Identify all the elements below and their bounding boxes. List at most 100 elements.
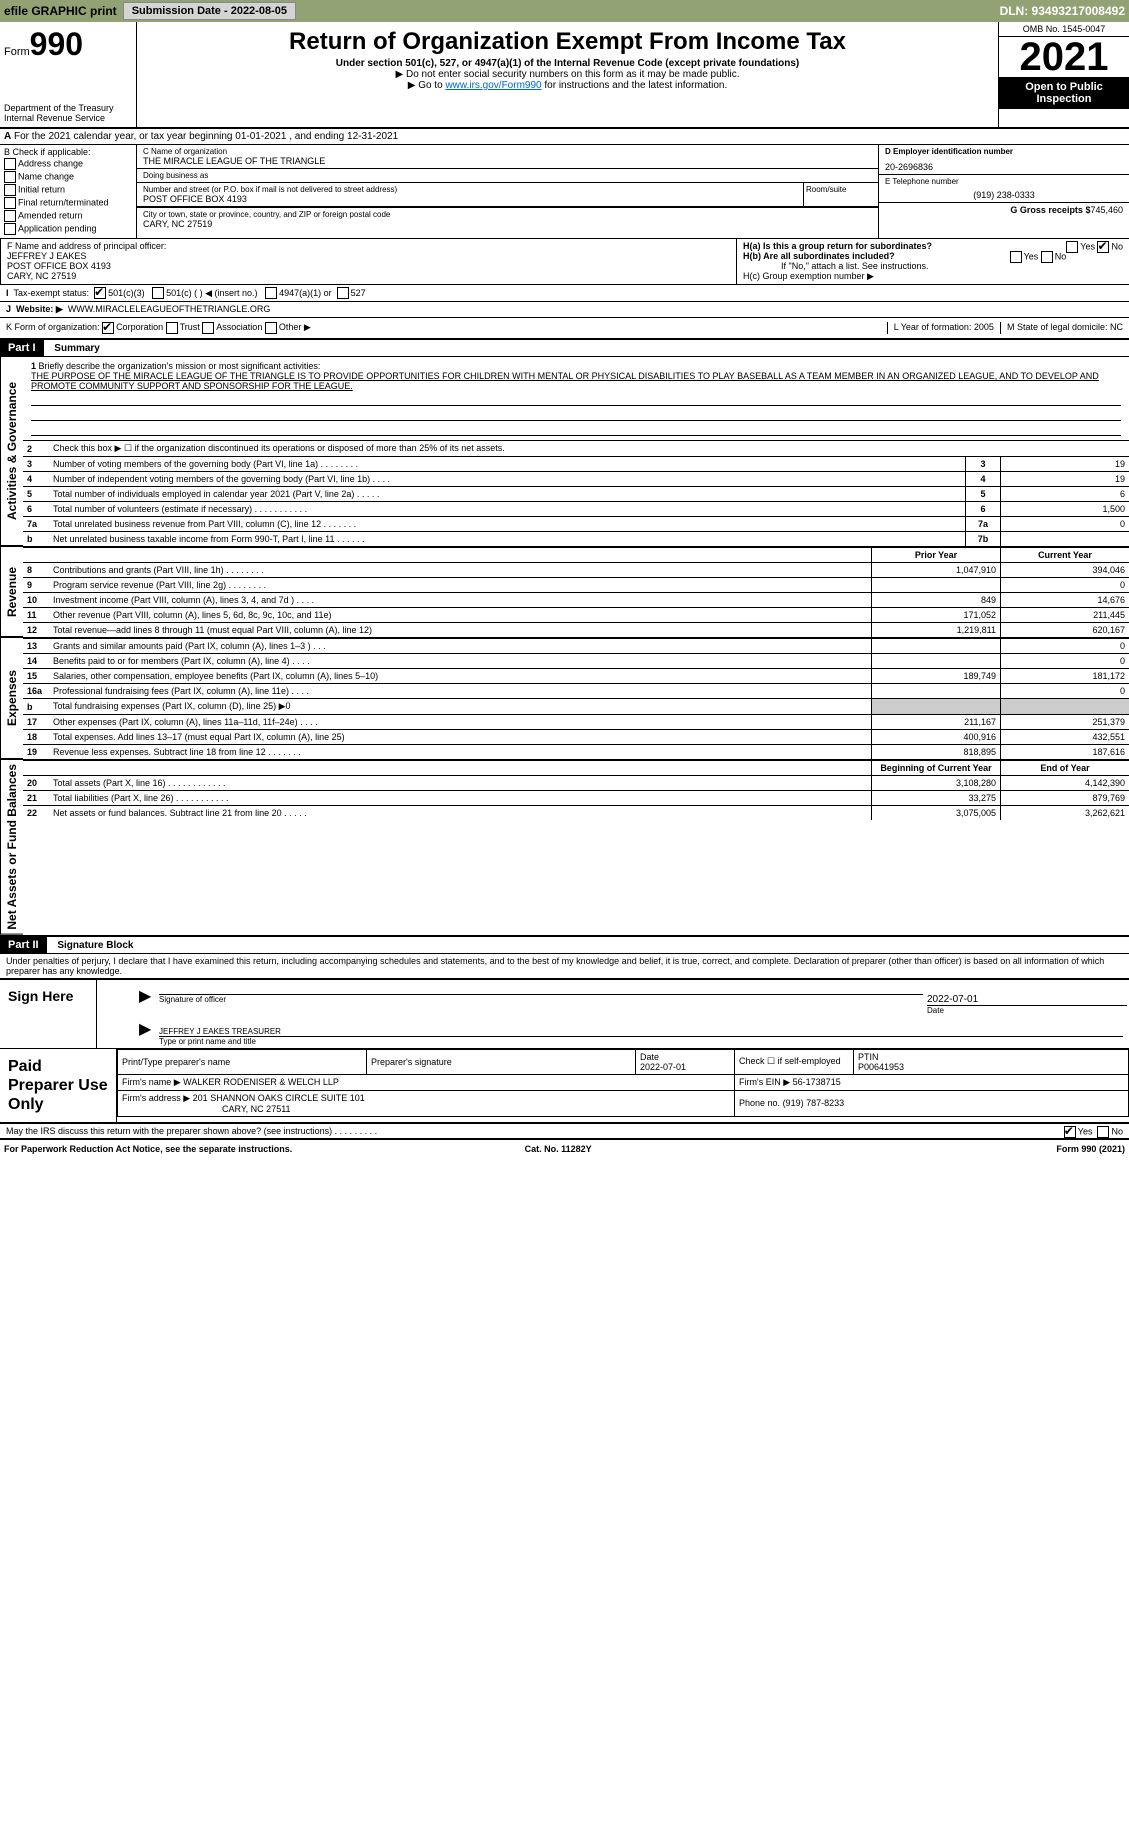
table-row: 19Revenue less expenses. Subtract line 1… (23, 745, 1129, 760)
gov-table: 2Check this box ▶ ☐ if the organization … (23, 440, 1129, 546)
form-number: Form990 (4, 26, 132, 63)
cb-discuss-yes[interactable] (1064, 1126, 1076, 1138)
table-row: 22Net assets or fund balances. Subtract … (23, 806, 1129, 821)
cb-assoc[interactable] (202, 322, 214, 334)
firm-ein: Firm's EIN ▶ 56-1738715 (735, 1074, 1129, 1090)
table-row: 10Investment income (Part VIII, column (… (23, 593, 1129, 608)
org-name: THE MIRACLE LEAGUE OF THE TRIANGLE (143, 156, 872, 166)
table-row: 7aTotal unrelated business revenue from … (23, 517, 1129, 532)
cb-name-change[interactable]: Name change (4, 171, 132, 183)
net-table: Beginning of Current YearEnd of Year 20T… (23, 760, 1129, 820)
table-row: 16aProfessional fundraising fees (Part I… (23, 684, 1129, 699)
form-note1: ▶ Do not enter social security numbers o… (141, 69, 994, 80)
sidebar-netassets: Net Assets or Fund Balances (0, 760, 23, 935)
submission-date-button[interactable]: Submission Date - 2022-08-05 (123, 2, 296, 20)
part-i-header: Part I Summary (0, 340, 1129, 357)
table-row: 12Total revenue—add lines 8 through 11 (… (23, 623, 1129, 638)
discuss-row: May the IRS discuss this return with the… (0, 1124, 1129, 1140)
table-row: 6Total number of volunteers (estimate if… (23, 502, 1129, 517)
form-note2: ▶ Go to www.irs.gov/Form990 for instruct… (141, 80, 994, 91)
cb-corp[interactable] (102, 322, 114, 334)
top-bar: efile GRAPHIC print Submission Date - 20… (0, 0, 1129, 22)
phone-block: E Telephone number (919) 238-0333 (879, 175, 1129, 203)
table-row: 2Check this box ▶ ☐ if the organization … (23, 441, 1129, 457)
cb-527[interactable] (337, 287, 349, 299)
signature-line[interactable]: ▶ (159, 994, 923, 995)
cb-final-return[interactable]: Final return/terminated (4, 197, 132, 209)
dept-label: Department of the Treasury (4, 103, 132, 113)
summary-activities: Activities & Governance 1 Briefly descri… (0, 357, 1129, 547)
table-row: 11Other revenue (Part VIII, column (A), … (23, 608, 1129, 623)
expense-table: 13Grants and similar amounts paid (Part … (23, 638, 1129, 759)
col-b-checkboxes: B Check if applicable: Address change Na… (0, 145, 137, 238)
cb-app-pending[interactable]: Application pending (4, 223, 132, 235)
table-row: 8Contributions and grants (Part VIII, li… (23, 563, 1129, 578)
dln-label: DLN: 93493217008492 (1000, 4, 1125, 18)
sidebar-activities: Activities & Governance (0, 357, 23, 546)
table-row: 13Grants and similar amounts paid (Part … (23, 639, 1129, 654)
summary-expenses: Expenses 13Grants and similar amounts pa… (0, 638, 1129, 760)
table-row: 14Benefits paid to or for members (Part … (23, 654, 1129, 669)
cb-amended[interactable]: Amended return (4, 210, 132, 222)
sign-here-block: Sign Here ▶ Signature of officer 2022-07… (0, 980, 1129, 1049)
paid-preparer-block: Paid Preparer Use Only Print/Type prepar… (0, 1049, 1129, 1125)
mission-block: 1 Briefly describe the organization's mi… (23, 357, 1129, 440)
prep-selfemp: Check ☐ if self-employed (735, 1049, 854, 1074)
website-row: J Website: ▶ WWW.MIRACLELEAGUEOFTHETRIAN… (0, 302, 1129, 318)
prep-ptin: PTINP00641953 (854, 1049, 1129, 1074)
irs-label: Internal Revenue Service (4, 113, 132, 123)
ein-block: D Employer identification number 20-2696… (879, 145, 1129, 175)
dba-block: Doing business as (137, 169, 878, 183)
officer-block: F Name and address of principal officer:… (0, 239, 1129, 285)
sidebar-revenue: Revenue (0, 547, 23, 637)
firm-name: Firm's name ▶ WALKER RODENISER & WELCH L… (118, 1074, 735, 1090)
cb-other[interactable] (265, 322, 277, 334)
room-block: Room/suite (804, 183, 878, 206)
table-row: bNet unrelated business taxable income f… (23, 532, 1129, 547)
irs-link[interactable]: www.irs.gov/Form990 (445, 80, 541, 91)
form-subtitle: Under section 501(c), 527, or 4947(a)(1)… (141, 58, 994, 69)
revenue-table: Prior YearCurrent Year 8Contributions an… (23, 547, 1129, 637)
prep-name-hdr: Print/Type preparer's name (118, 1049, 367, 1074)
table-row: 4Number of independent voting members of… (23, 472, 1129, 487)
cb-address-change[interactable]: Address change (4, 158, 132, 170)
table-row: 20Total assets (Part X, line 16) . . . .… (23, 776, 1129, 791)
gross-receipts: G Gross receipts $745,460 (879, 203, 1129, 217)
table-row: 21Total liabilities (Part X, line 26) . … (23, 791, 1129, 806)
entity-block: B Check if applicable: Address change Na… (0, 145, 1129, 239)
table-row: 3Number of voting members of the governi… (23, 457, 1129, 472)
org-name-block: C Name of organization THE MIRACLE LEAGU… (137, 145, 878, 169)
city-block: City or town, state or province, country… (137, 207, 878, 231)
prep-sig-hdr: Preparer's signature (367, 1049, 636, 1074)
firm-address: Firm's address ▶ 201 SHANNON OAKS CIRCLE… (118, 1090, 735, 1116)
summary-revenue: Revenue Prior YearCurrent Year 8Contribu… (0, 547, 1129, 638)
street-block: Number and street (or P.O. box if mail i… (137, 183, 804, 206)
prep-date: Date2022-07-01 (636, 1049, 735, 1074)
form-header: Form990 Department of the Treasury Inter… (0, 22, 1129, 129)
cb-initial-return[interactable]: Initial return (4, 184, 132, 196)
table-row: 15Salaries, other compensation, employee… (23, 669, 1129, 684)
open-inspection-badge: Open to Public Inspection (999, 77, 1129, 109)
page-footer: For Paperwork Reduction Act Notice, see … (0, 1140, 1129, 1158)
cb-501c[interactable] (152, 287, 164, 299)
table-row: 5Total number of individuals employed in… (23, 487, 1129, 502)
summary-netassets: Net Assets or Fund Balances Beginning of… (0, 760, 1129, 937)
firm-phone: Phone no. (919) 787-8233 (735, 1090, 1129, 1116)
form-title: Return of Organization Exempt From Incom… (141, 28, 994, 56)
hc-row: H(c) Group exemption number ▶ (743, 271, 1123, 282)
table-row: 9Program service revenue (Part VIII, lin… (23, 578, 1129, 593)
cb-4947[interactable] (265, 287, 277, 299)
name-line: ▶JEFFREY J EAKES TREASURER (159, 1027, 1123, 1037)
k-form-row: K Form of organization: Corporation Trus… (0, 318, 1129, 340)
tax-year: 2021 (999, 37, 1129, 77)
table-row: bTotal fundraising expenses (Part IX, co… (23, 699, 1129, 715)
efile-label: efile GRAPHIC print (4, 4, 117, 18)
cb-501c3[interactable] (94, 287, 106, 299)
sidebar-expenses: Expenses (0, 638, 23, 759)
declaration-text: Under penalties of perjury, I declare th… (0, 954, 1129, 978)
part-ii-header: Part II Signature Block (0, 937, 1129, 954)
table-row: 18Total expenses. Add lines 13–17 (must … (23, 730, 1129, 745)
cb-discuss-no[interactable] (1097, 1126, 1109, 1138)
cb-trust[interactable] (166, 322, 178, 334)
table-row: 17Other expenses (Part IX, column (A), l… (23, 715, 1129, 730)
